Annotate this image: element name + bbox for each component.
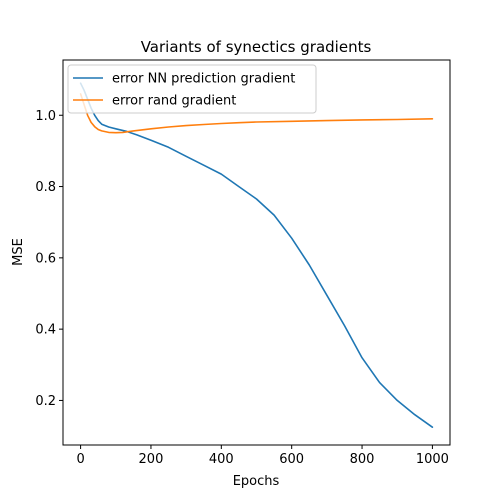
y-tick-label: 0.4 [35, 323, 56, 338]
y-tick-label: 0.8 [35, 180, 56, 195]
x-tick-label: 600 [279, 452, 304, 467]
legend-box [67, 64, 317, 114]
x-axis-label: Epochs [233, 474, 280, 489]
x-tick-label: 0 [76, 452, 84, 467]
y-tick-label: 0.6 [35, 251, 56, 266]
legend-label-1: error rand gradient [112, 94, 236, 109]
legend-label-0: error NN prediction gradient [112, 72, 295, 87]
x-tick-label: 800 [350, 452, 375, 467]
x-tick-label: 400 [209, 452, 234, 467]
y-tick-label: 0.2 [35, 394, 56, 409]
chart-title: Variants of synectics gradients [141, 38, 372, 56]
plot-area [63, 60, 450, 445]
series-line-0 [79, 82, 434, 429]
plot-frame [62, 59, 451, 446]
series-lines [79, 82, 434, 429]
y-axis: 0.2 0.4 0.6 0.8 1.0 [35, 109, 63, 409]
x-tick-label: 200 [139, 452, 164, 467]
series-line-1 [79, 93, 434, 134]
legend: error NN prediction gradient error rand g… [67, 64, 317, 114]
y-axis-label: MSE [11, 238, 26, 266]
x-axis: 0 200 400 600 800 1000 [76, 445, 449, 467]
x-tick-label: 1000 [416, 452, 449, 467]
y-tick-label: 1.0 [35, 109, 56, 124]
